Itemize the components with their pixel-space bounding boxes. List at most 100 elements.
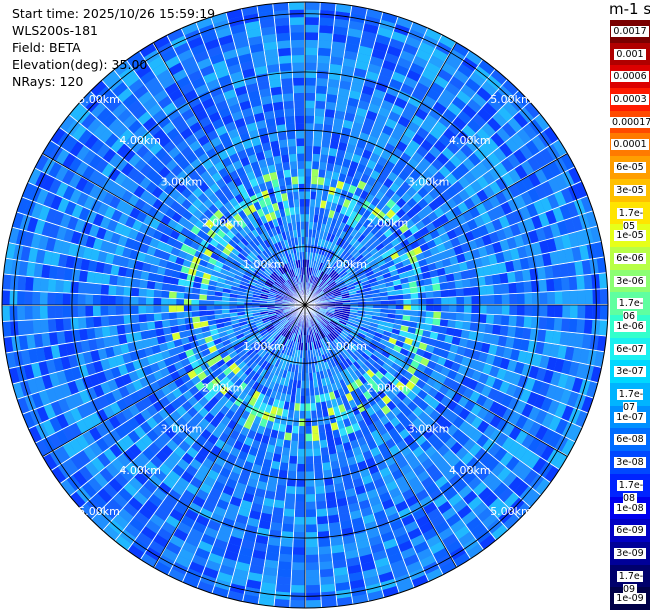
ppi-gate — [311, 364, 316, 373]
ppi-gate — [360, 409, 370, 420]
ppi-gate — [469, 277, 479, 287]
ppi-gate — [425, 62, 441, 75]
ppi-gate — [429, 81, 445, 95]
ppi-gate — [541, 428, 555, 445]
ppi-gate — [502, 250, 513, 262]
ppi-gate — [313, 448, 321, 457]
ppi-gate — [305, 456, 314, 465]
ppi-gate — [439, 250, 449, 260]
ppi-gate — [491, 218, 503, 231]
ppi-gate — [481, 234, 493, 246]
ppi-gate — [437, 501, 452, 515]
ppi-gate — [542, 253, 552, 267]
ppi-gate — [288, 402, 295, 411]
ppi-gate — [294, 100, 305, 109]
ppi-gate — [63, 268, 73, 281]
ppi-gate — [333, 26, 348, 36]
ppi-gate — [564, 248, 575, 263]
ppi-gate — [564, 218, 576, 234]
ppi-gate — [321, 320, 328, 327]
ppi-gate — [337, 322, 346, 328]
ppi-gate — [297, 372, 302, 381]
ppi-gate — [272, 507, 284, 516]
ppi-gate — [130, 305, 139, 315]
ppi-gate — [333, 117, 344, 128]
ppi-gate — [346, 226, 355, 235]
ppi-gate — [432, 283, 441, 292]
ppi-gate — [62, 318, 72, 331]
ppi-gate — [434, 456, 447, 470]
ppi-gate — [340, 519, 353, 530]
ppi-gate — [319, 230, 325, 240]
ppi-gate — [145, 305, 154, 314]
ppi-gate — [371, 216, 381, 226]
ppi-gate — [416, 209, 428, 220]
ppi-gate — [482, 472, 497, 487]
ppi-gate — [434, 402, 446, 415]
ppi-gate — [339, 134, 350, 144]
ppi-gate — [353, 280, 362, 286]
ppi-gate — [323, 416, 331, 425]
ppi-gate — [292, 425, 299, 434]
ppi-gate — [516, 305, 525, 316]
ppi-gate — [447, 320, 456, 329]
ppi-gate — [336, 180, 345, 190]
ppi-gate — [317, 523, 329, 532]
ppi-gate — [317, 62, 330, 72]
ppi-gate — [475, 332, 485, 343]
ppi-gate — [410, 360, 420, 369]
ppi-gate — [329, 453, 339, 463]
ppi-gate — [320, 576, 335, 585]
ppi-gate — [199, 310, 208, 317]
ppi-gate — [403, 229, 413, 239]
ppi-gate — [411, 482, 425, 495]
ppi-gate — [266, 544, 280, 554]
ppi-gate — [372, 362, 382, 371]
ppi-gate — [343, 542, 357, 552]
ppi-gate — [299, 198, 305, 207]
ppi-gate — [355, 347, 364, 356]
ppi-gate — [533, 394, 546, 409]
ppi-gate — [380, 149, 392, 161]
ppi-gate — [312, 260, 317, 269]
ppi-gate — [540, 445, 555, 461]
ppi-gate — [321, 598, 337, 608]
ppi-gate — [329, 234, 336, 243]
ppi-gate — [282, 85, 294, 95]
ppi-gate — [305, 395, 311, 404]
ppi-gate — [534, 114, 550, 131]
ppi-gate — [296, 145, 305, 154]
ppi-gate — [271, 94, 283, 103]
ppi-gate — [395, 187, 406, 198]
ppi-gate — [311, 168, 319, 177]
ppi-gate — [340, 249, 348, 258]
ppi-gate — [424, 114, 438, 127]
ppi-gate — [395, 309, 404, 315]
ppi-gate — [462, 124, 476, 139]
range-ring-label: 5.00km — [78, 505, 120, 518]
ppi-gate — [109, 325, 118, 336]
ppi-gate — [577, 290, 586, 304]
ppi-gate — [350, 274, 359, 281]
ppi-gate — [401, 386, 411, 396]
ppi-gate — [269, 79, 282, 89]
ppi-gate — [330, 331, 338, 339]
ppi-gate — [551, 264, 562, 278]
ppi-gate — [296, 463, 305, 472]
ppi-gate — [332, 374, 339, 383]
ppi-gate — [423, 278, 433, 286]
ppi-gate — [381, 214, 391, 225]
ppi-gate — [280, 454, 290, 464]
ppi-gate — [394, 97, 408, 109]
ppi-gate — [85, 294, 94, 305]
ppi-gate — [305, 335, 307, 343]
ppi-gate — [395, 533, 410, 546]
ppi-gate — [462, 387, 474, 400]
ppi-gate — [557, 373, 569, 389]
ppi-gate — [383, 228, 394, 238]
ppi-gate — [295, 342, 300, 350]
ppi-gate — [354, 283, 363, 289]
ppi-gate — [271, 514, 283, 524]
ppi-gate — [78, 317, 87, 329]
ppi-gate — [532, 457, 547, 474]
